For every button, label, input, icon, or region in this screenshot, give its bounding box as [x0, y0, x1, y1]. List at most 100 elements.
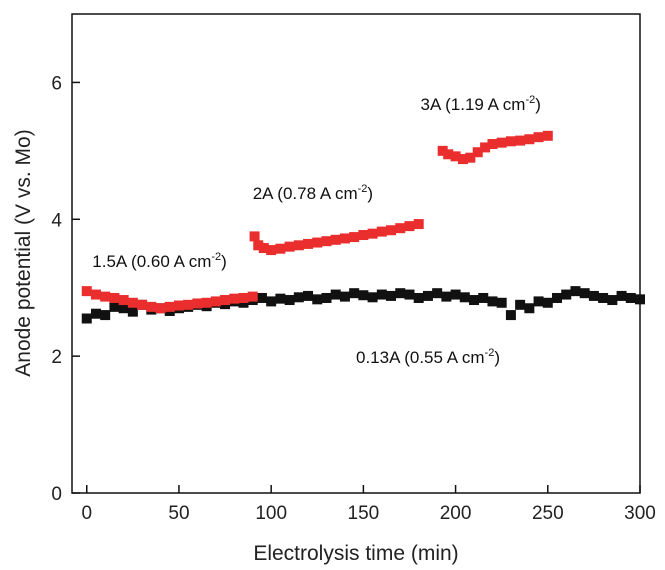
- data-point: [515, 135, 526, 146]
- data-point: [321, 292, 332, 303]
- data-point: [321, 236, 332, 247]
- data-point: [258, 243, 269, 254]
- data-point: [100, 310, 111, 321]
- y-ticks: 0 2 4 6: [51, 73, 80, 505]
- data-point: [386, 225, 397, 236]
- data-point: [542, 130, 553, 141]
- data-point: [253, 240, 264, 251]
- data-point: [404, 221, 415, 232]
- x-tick-label: 300: [624, 503, 656, 524]
- x-tick-label: 0: [81, 503, 92, 524]
- data-point: [349, 288, 360, 299]
- annotation-label: 3A (1.19 A cm-2): [421, 94, 541, 114]
- data-point: [303, 238, 314, 249]
- data-point: [349, 232, 360, 243]
- y-tick-label: 4: [51, 210, 62, 231]
- data-point: [312, 294, 323, 305]
- x-tick-label: 100: [255, 503, 287, 524]
- data-point: [284, 241, 295, 252]
- x-tick-label: 50: [168, 503, 189, 524]
- data-point: [376, 226, 387, 237]
- data-point: [432, 288, 443, 299]
- data-point: [293, 292, 304, 303]
- data-point: [210, 296, 221, 307]
- y-tick-label: 0: [51, 484, 62, 505]
- data-point: [127, 306, 138, 317]
- data-point: [238, 292, 249, 303]
- data-point: [437, 145, 448, 156]
- data-point: [201, 297, 212, 308]
- data-point: [552, 292, 563, 303]
- annotations: 1.5A (0.60 A cm-2) 2A (0.78 A cm-2) 3A (1.…: [92, 94, 541, 367]
- data-point: [487, 296, 498, 307]
- annotation-label: 2A (0.78 A cm-2): [253, 183, 373, 203]
- data-series-layer: [81, 130, 645, 324]
- data-point: [472, 147, 483, 158]
- data-point: [137, 299, 148, 310]
- data-point: [395, 288, 406, 299]
- data-point: [376, 289, 387, 300]
- data-point: [533, 296, 544, 307]
- data-point: [155, 303, 166, 314]
- y-tick-label: 2: [51, 347, 62, 368]
- data-point: [542, 297, 553, 308]
- data-point: [441, 291, 452, 302]
- data-point: [422, 290, 433, 301]
- data-point: [635, 294, 645, 305]
- x-tick-label: 200: [440, 503, 472, 524]
- data-point: [465, 152, 476, 163]
- data-point: [118, 295, 129, 306]
- data-point: [81, 286, 92, 297]
- data-point: [330, 289, 341, 300]
- annotation-label: 0.13A (0.55 A cm-2): [356, 347, 500, 367]
- data-point: [90, 289, 101, 300]
- data-point: [109, 292, 120, 303]
- data-point: [457, 154, 468, 165]
- data-point: [109, 301, 120, 312]
- data-point: [588, 290, 599, 301]
- data-point: [358, 290, 369, 301]
- data-point: [293, 240, 304, 251]
- data-point: [450, 289, 461, 300]
- data-point: [404, 289, 415, 300]
- data-point: [146, 301, 157, 312]
- data-point: [275, 243, 286, 254]
- x-ticks: 0 50 100 150 200 250 300: [81, 485, 656, 524]
- data-point: [505, 310, 516, 321]
- data-point: [469, 295, 480, 306]
- data-point: [505, 136, 516, 147]
- data-point: [524, 303, 535, 314]
- x-tick-label: 250: [532, 503, 564, 524]
- data-point: [173, 300, 184, 311]
- series-2: [249, 219, 424, 256]
- plot-frame: [71, 13, 641, 494]
- data-point: [570, 286, 581, 297]
- data-point: [118, 303, 129, 314]
- data-point: [164, 301, 175, 312]
- data-point: [266, 296, 277, 307]
- data-point: [367, 292, 378, 303]
- data-point: [607, 295, 618, 306]
- data-point: [256, 292, 267, 303]
- data-point: [127, 297, 138, 308]
- data-point: [459, 292, 470, 303]
- data-point: [330, 234, 341, 245]
- data-point: [561, 289, 572, 300]
- data-point: [192, 298, 203, 309]
- data-point: [81, 313, 92, 324]
- data-point: [284, 295, 295, 306]
- data-point: [358, 230, 369, 241]
- data-point: [266, 245, 277, 256]
- data-point: [90, 308, 101, 319]
- data-point: [247, 291, 258, 302]
- data-point: [339, 291, 350, 302]
- y-tick-label: 6: [51, 73, 62, 94]
- data-point: [496, 137, 507, 148]
- data-point: [515, 299, 526, 310]
- data-point: [443, 149, 454, 160]
- data-point: [496, 297, 507, 308]
- series-3: [437, 130, 553, 165]
- x-tick-label: 150: [348, 503, 380, 524]
- data-point: [450, 151, 461, 162]
